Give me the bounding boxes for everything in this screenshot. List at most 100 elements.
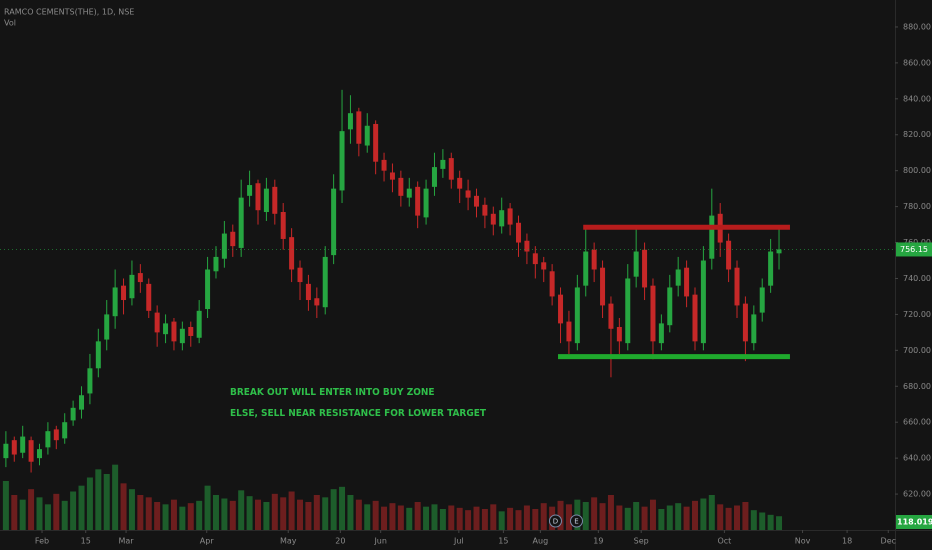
y-tick-label: 660.00: [903, 418, 931, 427]
candle-body: [20, 436, 26, 453]
candle-body: [28, 440, 34, 462]
candle-body: [272, 186, 278, 214]
candle-body: [751, 314, 757, 344]
volume-bar: [708, 495, 715, 530]
volume-bar: [322, 497, 329, 530]
volume-bar: [381, 506, 388, 530]
x-tick-label: Jun: [373, 537, 387, 546]
volume-bar: [53, 493, 60, 530]
candle-body: [490, 213, 496, 225]
candle-body: [600, 267, 606, 306]
volume-bar: [465, 510, 472, 530]
volume-bar: [750, 510, 757, 530]
x-tick-label: Nov: [795, 537, 811, 546]
candle-body: [658, 323, 664, 344]
volume-bar: [717, 504, 724, 530]
volume-bar: [61, 500, 68, 530]
volume-bar: [767, 514, 774, 530]
candle-body: [633, 251, 639, 277]
volume-bar: [170, 499, 177, 530]
volume-bar: [557, 500, 564, 530]
volume-bar: [305, 502, 312, 530]
volume-bar: [70, 491, 77, 530]
candle-body: [137, 273, 143, 283]
volume-bar: [263, 502, 270, 530]
candle-body: [768, 251, 774, 286]
y-tick-label: 620.00: [903, 490, 931, 499]
candle-body: [541, 262, 547, 270]
volume-bar: [507, 507, 514, 530]
candle-body: [104, 314, 110, 340]
candle-body: [213, 256, 219, 272]
candle-body: [549, 271, 555, 297]
volume-bar: [490, 504, 497, 530]
volume-bar: [515, 510, 522, 530]
volume-bar: [431, 504, 438, 530]
volume-bar: [280, 497, 287, 530]
volume-bar: [683, 506, 690, 530]
candle-body: [558, 294, 564, 324]
x-tick-label: Dec: [881, 537, 896, 546]
volume-bar: [254, 499, 261, 530]
volume-bar: [473, 506, 480, 530]
candle-body: [616, 326, 622, 342]
volume-bar: [582, 502, 589, 530]
candle-body: [473, 195, 479, 207]
candle-body: [129, 274, 135, 299]
candle-body: [608, 303, 614, 329]
volume-bar: [120, 483, 127, 530]
volume-bar: [633, 502, 640, 530]
candle-body: [415, 186, 421, 216]
candle-body: [263, 188, 269, 212]
volume-bar: [339, 486, 346, 530]
candle-body: [356, 111, 362, 144]
volume-bar: [481, 509, 488, 530]
volume-bar: [297, 499, 304, 530]
last-volume-label: 118.019K: [897, 518, 932, 527]
volume-bar: [776, 516, 783, 530]
candle-body: [642, 249, 648, 288]
candle-body: [440, 159, 446, 169]
volume-bar: [725, 507, 732, 530]
volume-bar: [212, 495, 219, 530]
volume-bar: [196, 500, 203, 530]
volume-bar: [372, 500, 379, 530]
candle-body: [221, 233, 227, 259]
y-tick-label: 820.00: [903, 130, 931, 139]
candle-body: [188, 326, 194, 336]
y-tick-label: 720.00: [903, 310, 931, 319]
candle-body: [574, 287, 580, 344]
candle-body: [339, 131, 345, 191]
candle-body: [163, 323, 169, 335]
candle-body: [322, 256, 328, 308]
volume-bar: [641, 506, 648, 530]
candle-body: [347, 113, 353, 130]
x-tick-label: 18: [842, 537, 852, 546]
volume-bar: [700, 498, 707, 530]
candle-body: [289, 237, 295, 270]
y-tick-label: 640.00: [903, 454, 931, 463]
candle-body: [591, 249, 597, 270]
candle-body: [179, 328, 185, 344]
candle-body: [532, 253, 538, 265]
candle-body: [62, 422, 68, 439]
last-price-label: 756.15: [900, 245, 928, 254]
candle-body: [95, 341, 101, 369]
volume-bar: [498, 511, 505, 530]
volume-bar: [204, 485, 211, 530]
volume-bar: [86, 477, 93, 530]
x-tick-label: May: [280, 537, 297, 546]
candle-body: [255, 183, 261, 211]
volume-bar: [103, 474, 110, 530]
volume-bar: [658, 509, 665, 530]
candle-body: [230, 231, 236, 247]
candle-body: [566, 321, 572, 342]
volume-bar: [112, 464, 119, 530]
candle-body: [692, 294, 698, 342]
annotation: BREAK OUT WILL ENTER INTO BUY ZONE: [230, 387, 435, 398]
volume-bar: [624, 507, 631, 530]
volume-bar: [19, 499, 26, 530]
volume-bar: [414, 502, 421, 530]
